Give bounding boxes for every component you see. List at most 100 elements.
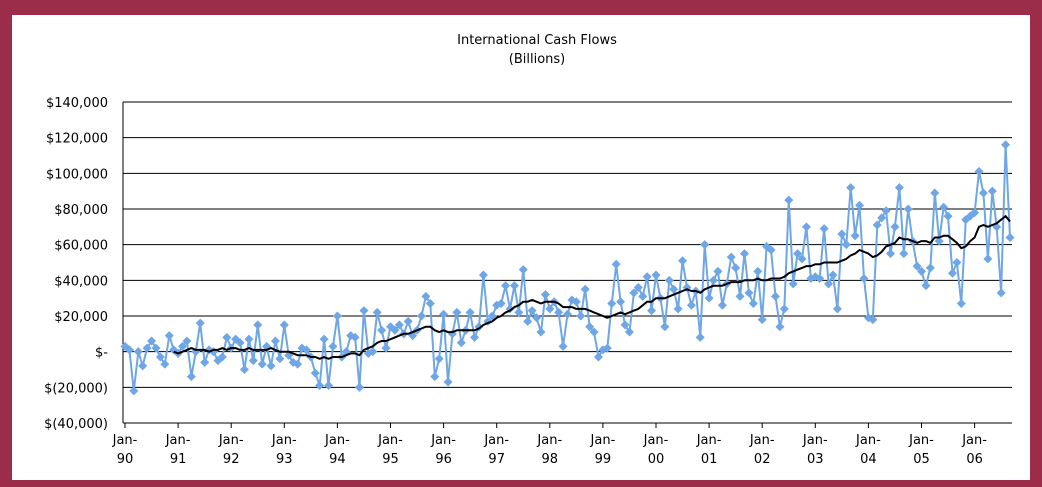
data-point (217, 352, 227, 362)
data-point (952, 258, 962, 267)
data-point (713, 266, 723, 276)
x-tick-label: Jan-03 (802, 433, 828, 467)
data-point (709, 275, 719, 285)
data-point (368, 347, 378, 357)
data-point (452, 307, 462, 317)
data-point (704, 293, 714, 303)
data-point (443, 377, 453, 387)
data-point (611, 259, 621, 269)
data-point (381, 343, 391, 353)
data-point (465, 307, 475, 317)
data-point (872, 220, 882, 230)
data-point (775, 322, 785, 332)
data-point (757, 315, 767, 325)
data-point (235, 338, 245, 348)
x-tick-label: Jan-94 (324, 433, 350, 467)
data-point (770, 291, 780, 301)
x-tick-label: Jan-04 (855, 433, 881, 467)
data-point (1005, 233, 1015, 243)
x-tick-label: Jan-99 (590, 433, 616, 467)
data-point (877, 213, 887, 223)
data-point (629, 288, 639, 298)
data-point (947, 268, 957, 278)
data-point (239, 365, 249, 374)
x-tick-label: Jan-00 (643, 433, 669, 467)
data-point (616, 297, 626, 307)
x-tick-label: Jan-02 (749, 433, 775, 467)
data-point (138, 361, 148, 371)
data-point (501, 281, 511, 291)
chart-title: International Cash Flows (457, 33, 617, 48)
data-point (540, 290, 550, 300)
data-point (846, 183, 856, 193)
x-tick-label: Jan-06 (961, 433, 987, 467)
x-tick-label: Jan-98 (536, 433, 562, 467)
data-point (912, 261, 922, 271)
x-tick-label: Jan-05 (908, 433, 934, 467)
data-point (372, 307, 382, 317)
data-point (563, 309, 572, 319)
data-point (244, 334, 254, 344)
data-point (545, 304, 555, 314)
data-point (881, 206, 891, 216)
data-point (974, 167, 984, 177)
data-point (925, 263, 935, 273)
data-point (748, 299, 758, 309)
data-point (620, 320, 630, 330)
panel (12, 15, 1030, 480)
y-tick-label: $40,000 (54, 274, 108, 289)
data-point (996, 288, 1006, 298)
data-point (824, 279, 834, 289)
data-point (664, 275, 674, 285)
x-tick-label: Jan-95 (377, 433, 403, 467)
data-point (793, 249, 803, 259)
y-tick-label: $20,000 (54, 310, 108, 325)
data-point (943, 211, 953, 221)
data-point (403, 316, 413, 326)
data-point (753, 266, 763, 276)
data-point (355, 382, 365, 392)
data-point (978, 188, 988, 198)
x-tick-label: Jan-92 (218, 433, 244, 467)
data-point (279, 320, 289, 330)
data-point (647, 306, 657, 316)
data-point (589, 327, 599, 337)
data-point (439, 309, 449, 319)
data-point (293, 359, 303, 369)
data-point (200, 357, 210, 367)
data-point (903, 204, 913, 214)
data-point (819, 224, 829, 234)
data-point (315, 381, 325, 391)
data-point (129, 386, 139, 396)
x-tick-label: Jan-96 (430, 433, 456, 467)
data-point (416, 311, 426, 321)
x-tick-label: Jan-91 (165, 433, 191, 467)
data-point (248, 356, 258, 366)
data-point (890, 222, 900, 232)
data-point (983, 254, 993, 264)
data-point (593, 352, 603, 362)
data-point (638, 291, 648, 301)
data-point (1001, 140, 1011, 150)
data-point (744, 288, 754, 298)
y-tick-label: $- (95, 346, 108, 361)
data-point (766, 245, 776, 255)
data-point (178, 341, 188, 351)
data-point (576, 311, 586, 321)
data-point (527, 306, 537, 316)
data-point (624, 327, 634, 337)
y-tick-label: $80,000 (54, 203, 108, 218)
data-point (686, 300, 696, 310)
y-tick-label: $(40,000) (44, 417, 108, 432)
data-point (788, 279, 798, 289)
data-point (633, 282, 643, 292)
data-point (160, 359, 170, 369)
y-tick-label: $60,000 (54, 239, 108, 254)
data-point (934, 236, 944, 246)
data-point (987, 186, 997, 196)
data-point (514, 307, 524, 317)
data-point (651, 270, 661, 280)
data-point (425, 299, 435, 309)
data-point (815, 274, 825, 284)
